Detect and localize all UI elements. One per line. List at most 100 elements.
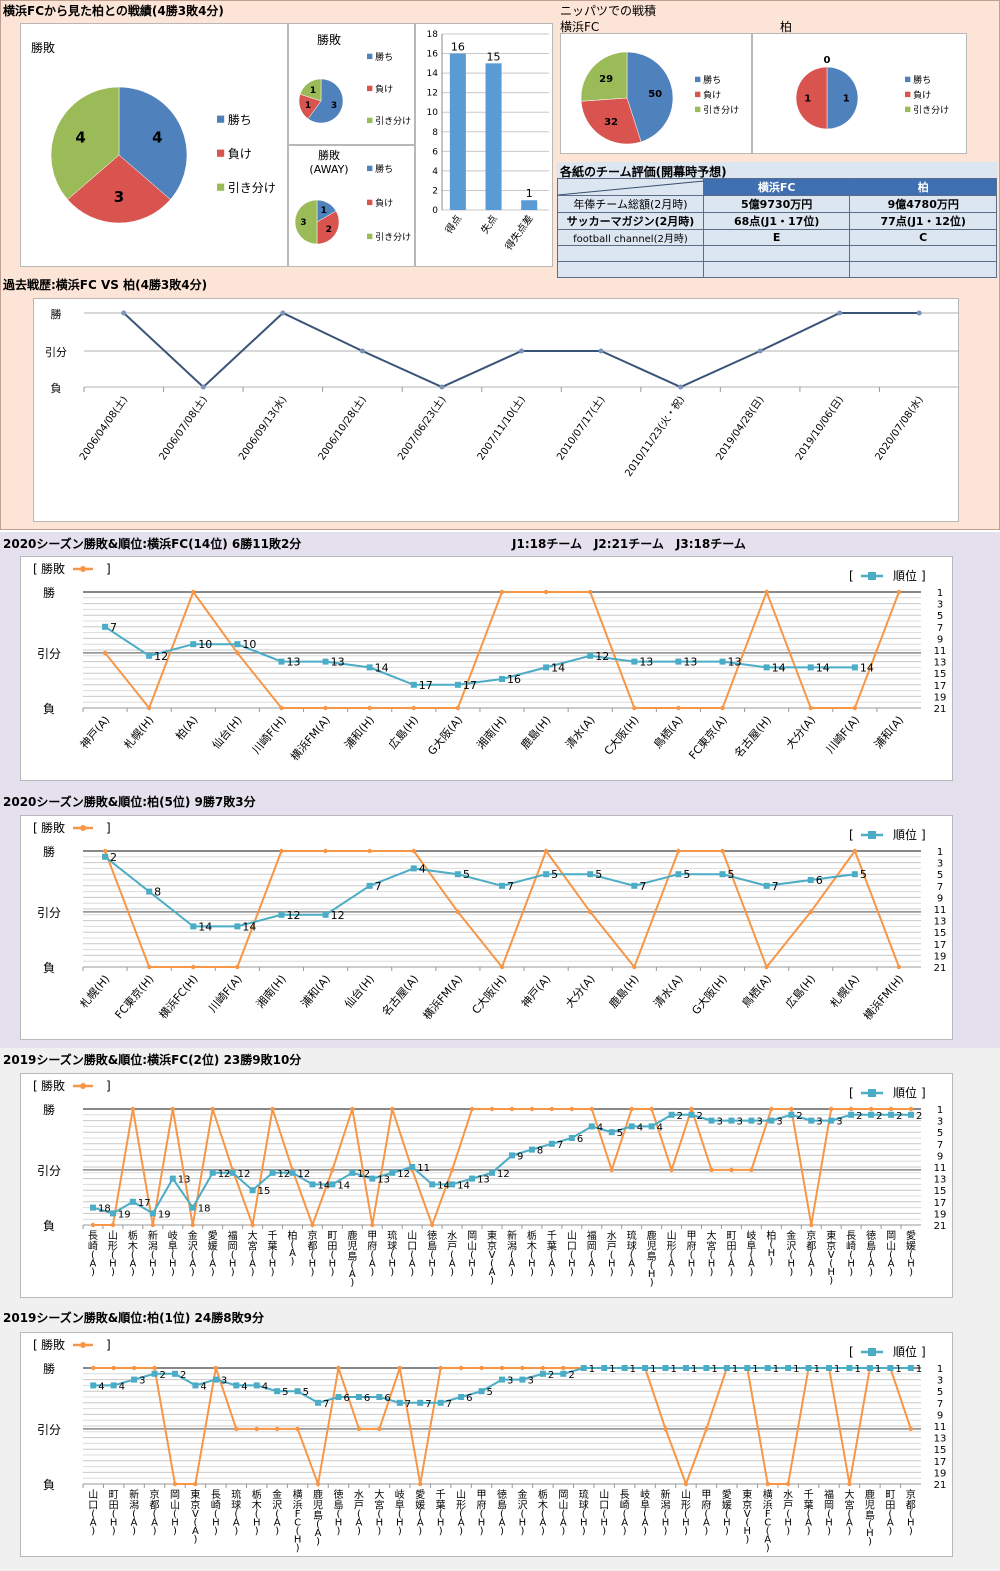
pie-slice-負け: [580, 97, 642, 145]
rank-data-label: 17: [138, 1198, 151, 1209]
pie-data-label: 32: [604, 117, 618, 128]
rank-tick-label: 17: [934, 940, 947, 951]
rank-point: [376, 1394, 383, 1400]
pie-slice-勝ち: [626, 51, 674, 143]
x-tick-label: 神戸(A): [77, 713, 112, 751]
table-row-label: football channel(2月時): [557, 229, 704, 246]
rank-data-label: 2: [697, 1111, 703, 1122]
result-point: [529, 1106, 535, 1112]
rank-data-label: 4: [597, 1122, 603, 1133]
rank-tick-label: 7: [937, 1140, 943, 1151]
x-tick-label: 川崎F(H): [249, 713, 289, 757]
x-tick-label: 甲府(H): [687, 1231, 697, 1278]
rank-data-label: 1: [854, 1364, 860, 1375]
result-point: [908, 1426, 913, 1432]
rank-point: [508, 1152, 515, 1159]
rank-point: [642, 1365, 649, 1371]
rank-point: [478, 1388, 485, 1395]
rank-point: [329, 1181, 336, 1188]
result-point: [146, 705, 152, 711]
legend-label-勝ち: 勝ち: [703, 74, 721, 86]
rank-data-label: 7: [323, 1399, 329, 1410]
rank-point: [888, 1111, 895, 1118]
rank-point: [587, 871, 594, 878]
x-tick-label: 京都(A): [806, 1229, 816, 1278]
rank-tick-label: 11: [934, 1422, 947, 1433]
rank-data-label: 5: [617, 1128, 623, 1139]
y-tick-label: 引分: [45, 345, 67, 359]
rank-point: [662, 1365, 669, 1371]
legend-rank-label: 順位: [893, 827, 917, 842]
rank-data-label: 13: [639, 656, 653, 669]
y-tick-label: 14: [427, 69, 439, 79]
result-point: [213, 1365, 219, 1371]
legend-result-marker: [80, 825, 86, 831]
x-tick-label: 千葉(A): [547, 1230, 557, 1278]
x-tick-label: 新潟(A): [507, 1229, 517, 1278]
result-point: [520, 1365, 525, 1371]
x-tick-label: FC東京(A): [686, 713, 730, 762]
legend-label-引き分け: 引き分け: [228, 181, 276, 195]
rank-point: [828, 1117, 835, 1124]
result-point: [649, 1106, 654, 1112]
rank-tick-label: 7: [937, 623, 943, 634]
result-point: [896, 964, 902, 970]
result-point: [765, 1481, 770, 1487]
x-tick-label: 山口(H): [599, 1489, 609, 1537]
result-point: [676, 848, 681, 854]
pie-slice-引き分け: [294, 199, 318, 245]
x-tick-label: 岐阜(A): [746, 1229, 756, 1278]
result-point: [543, 848, 549, 854]
rank-point: [322, 658, 329, 665]
result-point: [152, 1365, 157, 1371]
rank-data-label: 14: [375, 661, 389, 674]
table-header-row: 横浜FC 柏: [557, 178, 997, 196]
rank-data-label: 8: [537, 1146, 543, 1157]
result-point: [367, 705, 372, 711]
result-point: [809, 1222, 814, 1228]
evaluation-title: 各紙のチーム評価(開幕時予想): [560, 165, 727, 179]
rank-data-label: 14: [242, 920, 256, 933]
result-point: [350, 1106, 355, 1112]
result-point: [489, 1106, 495, 1112]
rank-point: [131, 1376, 138, 1383]
rank-point: [335, 1394, 342, 1400]
legend-rank-bracket: ]: [921, 1345, 926, 1359]
rank-point: [309, 1181, 316, 1188]
result-line: [92, 1105, 912, 1229]
rank-data-label: 1: [814, 1364, 820, 1375]
rank-data-label: 16: [507, 673, 521, 686]
x-tick-label: 岐阜(H): [395, 1488, 405, 1537]
rank-data-label: 10: [198, 638, 212, 651]
pie-slice-負け: [316, 210, 340, 245]
rank-point: [110, 1382, 117, 1389]
rank-point: [543, 664, 550, 671]
result-point: [720, 848, 725, 854]
y-tick-label: 18: [427, 30, 439, 40]
result-point: [469, 1106, 475, 1112]
goals-bar-chart: 0 2 4 6 8 10 12 14 16 18 16 得点 15 失点 1 得失点差: [427, 30, 549, 252]
legend-label-勝ち: 勝ち: [375, 163, 393, 175]
rank-point: [89, 1204, 96, 1211]
pie-data-label: 4: [152, 128, 162, 146]
x-tick-label: 2006/07/08(土): [156, 393, 210, 462]
rank-point: [866, 1365, 873, 1371]
rank-data-label: 12: [397, 1169, 410, 1180]
x-tick-label: 岡山(A): [558, 1489, 568, 1537]
bar-data-label: 1: [526, 187, 533, 200]
rank-data-label: 5: [282, 1387, 288, 1398]
rank-data-label: 4: [98, 1381, 104, 1392]
pie-data-label: 4: [75, 128, 85, 146]
table-row: [557, 261, 997, 278]
x-tick-label: 琉球(H): [387, 1229, 397, 1278]
rank-tick-label: 3: [937, 1117, 943, 1128]
x-tick-label: C大阪(H): [469, 972, 510, 1017]
rank-data-label: 5: [463, 868, 470, 881]
result-point: [235, 650, 240, 656]
result-point: [111, 1365, 116, 1371]
legend-result-bracket: ]: [106, 1079, 111, 1093]
x-tick-label: 仙台(H): [209, 713, 245, 752]
chart-title: 勝敗: [31, 40, 55, 55]
x-tick-label: 長崎(A): [88, 1230, 98, 1278]
x-tick-label: 札幌(H): [121, 713, 157, 752]
